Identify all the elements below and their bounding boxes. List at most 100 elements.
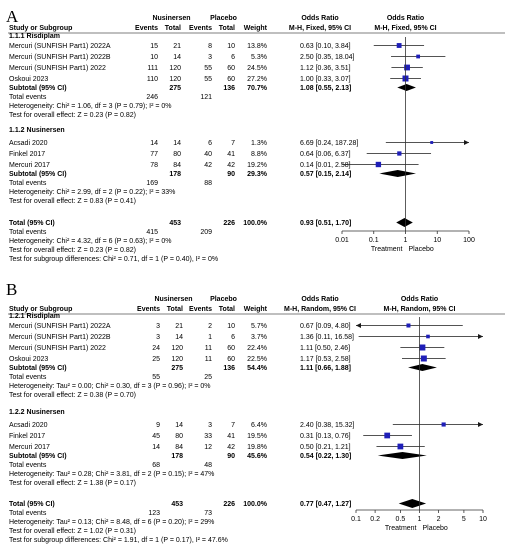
subtotal-weight: 45.6% (247, 453, 268, 460)
study-name: Mercuri (SUNFISH Part1) 2022B (9, 334, 111, 341)
total1-value: 14 (175, 422, 183, 429)
total-total1: 453 (169, 220, 181, 227)
subgroup-differences-text: Test for subgroup differences: Chi² = 1.… (9, 537, 228, 544)
weight-value: 22.4% (247, 345, 267, 352)
subtotal-total1: 178 (171, 453, 183, 460)
total1-value: 120 (171, 345, 183, 352)
header-total1: Total (167, 306, 183, 313)
weight-value: 6.4% (251, 422, 267, 429)
events1-value: 111 (147, 65, 158, 72)
events1-value: 15 (150, 43, 158, 50)
total-events-label: Total events (9, 462, 47, 469)
odds-ratio-ci-value: 0.14 [0.01, 2.58] (300, 162, 351, 169)
subgroup-differences-text: Test for subgroup differences: Chi² = 0.… (9, 256, 218, 263)
subtotal-total2: 136 (223, 365, 235, 372)
events1-value: 78 (150, 162, 158, 169)
study-name: Mercuri (SUNFISH Part1) 2022 (9, 345, 106, 352)
header-method: M-H, Fixed, 95% CI (289, 25, 351, 32)
header-method: M-H, Random, 95% CI (284, 306, 356, 313)
favours-treatment-label: Treatment (371, 246, 403, 253)
point-estimate-square (396, 43, 402, 48)
study-row: Mercuri (SUNFISH Part1) 2022B 10 14 3 6 5.3% 2… (9, 54, 446, 61)
total1-value: 14 (173, 54, 181, 61)
x-tick-label: 10 (433, 237, 441, 244)
total-events2: 73 (204, 510, 212, 517)
odds-ratio-ci-value: 1.11 [0.50, 2.46] (300, 345, 350, 352)
total1-value: 120 (169, 76, 181, 83)
subgroup-title: 1.2.2 Nusinersen (9, 409, 65, 416)
odds-ratio-ci-value: 0.50 [0.21, 1.21] (300, 444, 351, 451)
subgroup-title: 1.2.1 Risdiplam (9, 313, 60, 320)
overall-effect-text: Test for overall effect: Z = 0.83 (P = 0… (9, 198, 136, 205)
subtotal-label: Subtotal (95% CI) (9, 453, 67, 460)
study-name: Acsadi 2020 (9, 140, 48, 147)
header-group2: Placebo (210, 296, 237, 303)
total2-value: 6 (231, 334, 235, 341)
overall-effect-text: Test for overall effect: Z = 0.23 (P = 0… (9, 112, 136, 119)
total-events1: 68 (152, 462, 160, 469)
point-estimate-square (375, 161, 382, 168)
x-tick-label: 0.01 (335, 237, 349, 244)
odds-ratio-ci-value: 0.67 [0.09, 4.80] (300, 323, 351, 330)
header-group2: Placebo (210, 15, 237, 22)
subtotal-diamond (408, 364, 437, 371)
heterogeneity-text: Heterogeneity: Chi² = 1.06, df = 3 (P = … (9, 103, 172, 110)
favours-treatment-label: Treatment (385, 525, 417, 532)
header-odds-ratio-plot: Odds Ratio (387, 15, 424, 22)
events1-value: 25 (152, 356, 160, 363)
forest-panel-a: A Nusinersen Placebo Odds Ratio Odds Ratio St… (6, 7, 505, 263)
total-events-label: Total events (9, 180, 47, 187)
header-events2: Events (189, 306, 212, 313)
total-row: Total (95% CI) 453 226 100.0% 0.77 [0.47, 1.… (9, 499, 427, 544)
events1-value: 110 (147, 76, 158, 83)
total1-value: 80 (175, 433, 183, 440)
weight-value: 1.3% (251, 140, 267, 147)
point-estimate-square (426, 334, 430, 339)
total-events2: 88 (204, 180, 212, 187)
point-estimate-square (397, 443, 404, 450)
point-estimate-square (384, 432, 391, 439)
weight-value: 5.7% (251, 323, 267, 330)
header-events1: Events (135, 25, 158, 32)
total-events2: 25 (204, 374, 212, 381)
header-total2: Total (219, 25, 235, 32)
total-events1: 415 (146, 229, 158, 236)
header-method-plot: M-H, Fixed, 95% CI (374, 25, 436, 32)
point-estimate-square (404, 64, 410, 71)
total-label: Total (95% CI) (9, 220, 55, 227)
total-events1: 55 (152, 374, 160, 381)
study-row: Mercuri (SUNFISH Part1) 2022 24 120 11 60 22.… (9, 344, 445, 352)
header-events2: Events (189, 25, 212, 32)
total-events2: 209 (200, 229, 212, 236)
total-events-label: Total events (9, 510, 47, 517)
forest-panel-b: B Nusinersen Placebo Odds Ratio Odds Ratio St… (6, 280, 505, 544)
events2-value: 3 (208, 422, 212, 429)
study-row: Mercuri 2017 78 84 42 42 19.2% 0.14 [0.01, 2.5… (9, 161, 419, 169)
subtotal-ci: 0.54 [0.22, 1.30] (300, 453, 351, 460)
ci-arrow (478, 422, 483, 427)
total-events-label: Total events (9, 374, 47, 381)
odds-ratio-ci-value: 1.17 [0.53, 2.58] (300, 356, 351, 363)
total1-value: 84 (173, 162, 181, 169)
odds-ratio-ci-value: 1.12 [0.36, 3.51] (300, 65, 351, 72)
header-weight: Weight (244, 306, 268, 313)
subgroup: 1.1.2 Nusinersen Acsadi 2020 14 14 6 7 1.3% 6.6… (9, 127, 469, 205)
overall-effect-text: Test for overall effect: Z = 1.38 (P = 0… (9, 480, 136, 487)
subgroup: 1.2.2 Nusinersen Acsadi 2020 9 14 3 7 6.4% 2.40… (9, 409, 483, 487)
total2-value: 7 (231, 140, 235, 147)
overall-effect-text: Test for overall effect: Z = 0.38 (P = 0… (9, 392, 136, 399)
events2-value: 40 (204, 151, 212, 158)
subtotal-weight: 29.3% (247, 171, 268, 178)
x-tick-label: 5 (462, 516, 466, 523)
study-name: Oskoui 2023 (9, 356, 48, 363)
subtotal-total2: 90 (227, 453, 235, 460)
study-name: Mercuri (SUNFISH Part1) 2022 (9, 65, 106, 72)
point-estimate-square (419, 344, 426, 351)
events2-value: 33 (204, 433, 212, 440)
heterogeneity-text: Heterogeneity: Tau² = 0.13; Chi² = 8.48,… (9, 519, 214, 526)
events2-value: 55 (204, 76, 212, 83)
events1-value: 24 (152, 345, 160, 352)
point-estimate-square (406, 323, 411, 328)
heterogeneity-text: Heterogeneity: Tau² = 0.00; Chi² = 0.30,… (9, 383, 211, 390)
point-estimate-square (420, 355, 427, 362)
